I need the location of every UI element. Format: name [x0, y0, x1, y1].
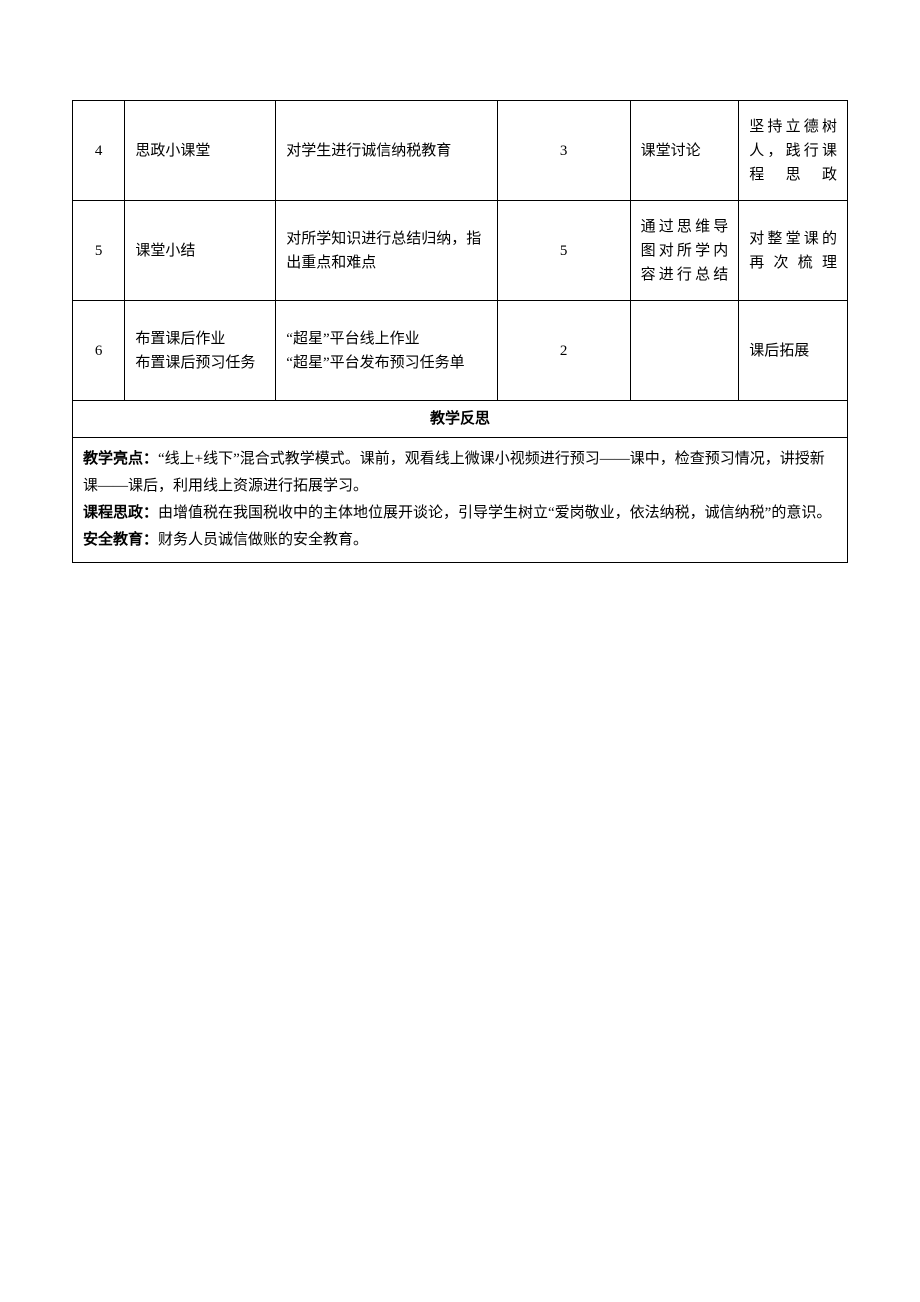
- cell-num: 5: [73, 201, 125, 301]
- highlight-text: “线上+线下”混合式教学模式。课前，观看线上微课小视频进行预习——课中，检查预习…: [83, 451, 825, 494]
- table-row: 5 课堂小结 对所学知识进行总结归纳，指出重点和难点 5 通过思维导图对所学内容…: [73, 201, 848, 301]
- reflection-highlight: 教学亮点：“线上+线下”混合式教学模式。课前，观看线上微课小视频进行预习——课中…: [83, 446, 837, 500]
- cell-desc: 对所学知识进行总结归纳，指出重点和难点: [276, 201, 497, 301]
- lesson-plan-table: 4 思政小课堂 对学生进行诚信纳税教育 3 课堂讨论 坚持立德树人，践行课程思政…: [72, 100, 848, 563]
- cell-purpose: 坚持立德树人，践行课程思政: [739, 101, 848, 201]
- highlight-label: 教学亮点：: [83, 451, 158, 467]
- cell-num: 6: [73, 301, 125, 401]
- cell-desc: 对学生进行诚信纳税教育: [276, 101, 497, 201]
- cell-method: 课堂讨论: [630, 101, 739, 201]
- cell-title: 思政小课堂: [125, 101, 276, 201]
- cell-purpose: 课后拓展: [739, 301, 848, 401]
- cell-time: 5: [497, 201, 630, 301]
- table-row: 6 布置课后作业 布置课后预习任务 “超星”平台线上作业 “超星”平台发布预习任…: [73, 301, 848, 401]
- reflection-header-row: 教学反思: [73, 401, 848, 438]
- reflection-content-cell: 教学亮点：“线上+线下”混合式教学模式。课前，观看线上微课小视频进行预习——课中…: [73, 438, 848, 563]
- cell-num: 4: [73, 101, 125, 201]
- cell-method: [630, 301, 739, 401]
- reflection-header: 教学反思: [73, 401, 848, 438]
- cell-desc: “超星”平台线上作业 “超星”平台发布预习任务单: [276, 301, 497, 401]
- cell-purpose: 对整堂课的再次梳理: [739, 201, 848, 301]
- cell-time: 3: [497, 101, 630, 201]
- cell-title: 布置课后作业 布置课后预习任务: [125, 301, 276, 401]
- safety-text: 财务人员诚信做账的安全教育。: [158, 532, 368, 548]
- table-row: 4 思政小课堂 对学生进行诚信纳税教育 3 课堂讨论 坚持立德树人，践行课程思政: [73, 101, 848, 201]
- ideology-text: 由增值税在我国税收中的主体地位展开谈论，引导学生树立“爱岗敬业，依法纳税，诚信纳…: [158, 505, 831, 521]
- cell-method: 通过思维导图对所学内容进行总结: [630, 201, 739, 301]
- safety-label: 安全教育：: [83, 532, 158, 548]
- reflection-ideology: 课程思政：由增值税在我国税收中的主体地位展开谈论，引导学生树立“爱岗敬业，依法纳…: [83, 500, 837, 527]
- reflection-content-row: 教学亮点：“线上+线下”混合式教学模式。课前，观看线上微课小视频进行预习——课中…: [73, 438, 848, 563]
- cell-title: 课堂小结: [125, 201, 276, 301]
- reflection-safety: 安全教育：财务人员诚信做账的安全教育。: [83, 527, 837, 554]
- cell-time: 2: [497, 301, 630, 401]
- ideology-label: 课程思政：: [83, 505, 158, 521]
